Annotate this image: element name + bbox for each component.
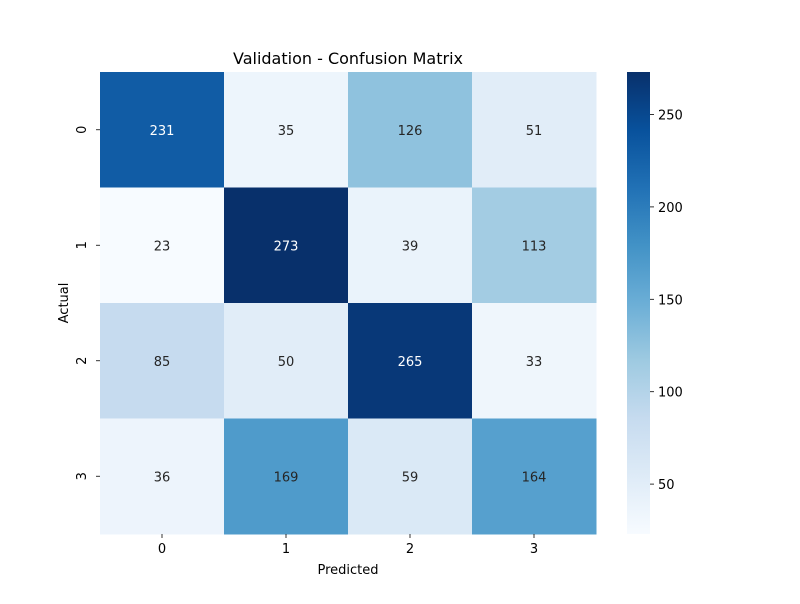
x-axis-label: Predicted xyxy=(317,563,378,578)
x-tick-label-2: 2 xyxy=(406,542,414,557)
cell-r0-c2 xyxy=(348,72,473,188)
x-tick-label-3: 3 xyxy=(530,542,538,557)
colorbar-tick-label-1: 100 xyxy=(658,386,683,401)
cell-label-r2-c0: 85 xyxy=(154,355,171,370)
colorbar-tick-label-3: 200 xyxy=(658,201,683,216)
y-tick-label-0: 0 xyxy=(75,126,90,134)
cell-label-r2-c1: 50 xyxy=(278,355,295,370)
cell-r1-c0 xyxy=(100,187,225,304)
x-tick-label-0: 0 xyxy=(158,542,166,557)
cell-label-r0-c0: 231 xyxy=(150,124,175,139)
cell-label-r2-c3: 33 xyxy=(526,355,543,370)
cell-label-r3-c3: 164 xyxy=(522,470,547,485)
y-tick-label-1: 1 xyxy=(75,241,90,249)
cell-r0-c0 xyxy=(100,72,225,188)
cell-r2-c1 xyxy=(224,303,349,419)
cell-r2-c0 xyxy=(100,303,225,419)
colorbar-tick-label-0: 50 xyxy=(658,478,675,493)
chart-title: Validation - Confusion Matrix xyxy=(233,49,463,68)
colorbar: 50 100 150 200 250 xyxy=(627,72,683,534)
y-axis-label: Actual xyxy=(57,283,72,324)
x-tick-label-1: 1 xyxy=(282,542,290,557)
cell-label-r0-c1: 35 xyxy=(278,124,295,139)
cell-label-r1-c0: 23 xyxy=(154,239,171,254)
y-tick-label-2: 2 xyxy=(75,357,90,365)
cell-r3-c2 xyxy=(348,418,473,535)
cell-label-r1-c2: 39 xyxy=(402,239,419,254)
cell-r0-c3 xyxy=(472,72,597,188)
cell-r3-c3 xyxy=(472,418,597,535)
cell-r1-c3 xyxy=(472,187,597,304)
cell-label-r1-c3: 113 xyxy=(522,239,547,254)
cell-r1-c1 xyxy=(224,187,349,304)
x-axis: 0 1 2 3 xyxy=(158,534,538,557)
cell-r3-c0 xyxy=(100,418,225,535)
cell-label-r3-c0: 36 xyxy=(154,470,171,485)
cell-label-r0-c2: 126 xyxy=(398,124,423,139)
cell-r2-c3 xyxy=(472,303,597,419)
cell-r2-c2 xyxy=(348,303,473,419)
heatmap-cells: 231 35 126 51 23 273 39 113 85 50 265 33 36 169 59 164 xyxy=(100,72,597,535)
y-tick-label-3: 3 xyxy=(75,472,90,480)
cell-r0-c1 xyxy=(224,72,349,188)
cell-label-r0-c3: 51 xyxy=(526,124,543,139)
cell-label-r3-c2: 59 xyxy=(402,470,419,485)
cell-r3-c1 xyxy=(224,418,349,535)
cell-label-r3-c1: 169 xyxy=(274,470,299,485)
colorbar-tick-label-4: 250 xyxy=(658,109,683,124)
cell-label-r1-c1: 273 xyxy=(274,239,299,254)
colorbar-gradient xyxy=(627,72,650,534)
cell-label-r2-c2: 265 xyxy=(398,355,423,370)
y-axis: 0 1 2 3 xyxy=(75,126,100,480)
cell-r1-c2 xyxy=(348,187,473,304)
colorbar-tick-label-2: 150 xyxy=(658,293,683,308)
